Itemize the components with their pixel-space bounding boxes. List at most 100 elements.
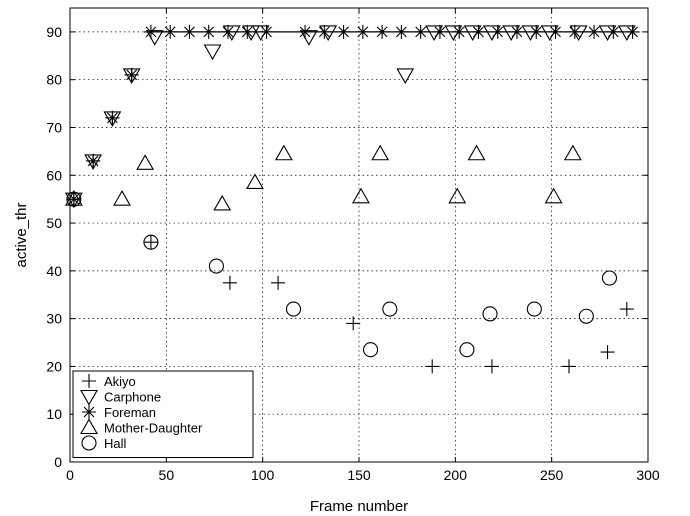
data-point (587, 24, 602, 39)
grid (70, 8, 648, 462)
data-point (548, 24, 563, 39)
legend-label: Carphone (104, 390, 161, 405)
legend-label: Mother-Daughter (104, 421, 203, 436)
x-tick-label: 50 (159, 467, 175, 483)
data-point (444, 25, 463, 42)
y-axis-label: active_thr (13, 202, 30, 267)
ticks: 0 50 100 150 200 250 300 0 10 20 30 40 50 60 70 80 90 (46, 8, 660, 483)
data-point (382, 301, 398, 317)
data-point (448, 187, 467, 204)
data-point (271, 275, 286, 290)
data-point (66, 192, 81, 207)
series-akiyo (66, 67, 634, 374)
data-point (396, 68, 415, 85)
y-tick-label: 70 (46, 119, 62, 135)
data-point (213, 194, 232, 211)
data-point (521, 25, 540, 42)
data-point (143, 234, 159, 250)
data-point (425, 359, 440, 374)
data-point (375, 24, 390, 39)
data-point (526, 301, 542, 317)
series-carphone (64, 25, 636, 209)
data-point (600, 345, 615, 360)
data-point (336, 24, 351, 39)
data-point (484, 359, 499, 374)
data-point (105, 110, 120, 125)
data-point (471, 24, 486, 39)
legend-label: Akiyo (104, 374, 136, 389)
legend-item: Hall (81, 435, 127, 451)
series-mother-daughter (64, 144, 582, 211)
legend-marker (81, 435, 97, 451)
data-point (285, 301, 302, 317)
data-point (463, 25, 482, 42)
data-point (625, 24, 640, 39)
data-point (563, 144, 582, 161)
data-point (598, 25, 617, 42)
data-marks (64, 24, 640, 374)
data-point (222, 275, 237, 290)
data-point (259, 24, 274, 39)
data-point (143, 24, 158, 39)
x-tick-label: 250 (540, 467, 564, 483)
data-point (66, 191, 82, 207)
data-point (86, 153, 101, 168)
data-point (203, 44, 222, 61)
data-point (578, 308, 594, 324)
legend-marker (82, 405, 96, 419)
data-point (363, 342, 379, 358)
data-point (482, 25, 501, 42)
legend-label: Foreman (104, 405, 156, 420)
data-point (502, 25, 521, 42)
legend-item: Carphone (80, 389, 161, 406)
data-point (351, 187, 370, 204)
data-point (136, 154, 155, 170)
data-point (606, 24, 621, 39)
legend-marker (80, 389, 98, 406)
data-point (529, 24, 544, 39)
data-point (201, 24, 216, 39)
data-point (562, 359, 577, 374)
data-point (413, 24, 428, 39)
data-point (617, 25, 636, 42)
x-tick-label: 0 (66, 467, 74, 483)
data-point (143, 235, 158, 250)
x-axis-label: Frame number (310, 498, 408, 515)
legend-item: Akiyo (82, 374, 136, 389)
data-point (452, 24, 467, 39)
legend-box (72, 370, 254, 458)
data-point (490, 24, 505, 39)
x-tick-label: 150 (347, 467, 371, 483)
data-point (394, 24, 409, 39)
y-tick-label: 30 (46, 311, 62, 327)
data-point (601, 270, 618, 286)
legend-marker (82, 374, 96, 388)
x-tick-label: 300 (636, 467, 660, 483)
data-point (124, 67, 139, 82)
data-point (298, 24, 313, 39)
data-point (467, 144, 486, 161)
data-point (567, 24, 582, 39)
data-point (619, 302, 634, 317)
data-point (299, 30, 318, 46)
x-tick-label: 200 (444, 467, 468, 483)
data-point (425, 25, 444, 42)
data-point (240, 24, 255, 39)
data-point (163, 24, 178, 39)
data-point (208, 258, 224, 274)
legend-item: Foreman (82, 405, 156, 420)
y-tick-label: 20 (46, 358, 62, 374)
y-tick-label: 0 (54, 454, 62, 470)
y-tick-label: 40 (46, 263, 62, 279)
data-point (246, 173, 264, 189)
data-point (482, 306, 498, 322)
data-point (220, 24, 235, 39)
y-tick-label: 50 (46, 215, 62, 231)
y-tick-label: 80 (46, 72, 62, 88)
data-point (509, 24, 524, 39)
y-tick-label: 10 (46, 406, 62, 422)
data-point (355, 24, 370, 39)
legend-item: Mother-Daughter (80, 418, 203, 436)
